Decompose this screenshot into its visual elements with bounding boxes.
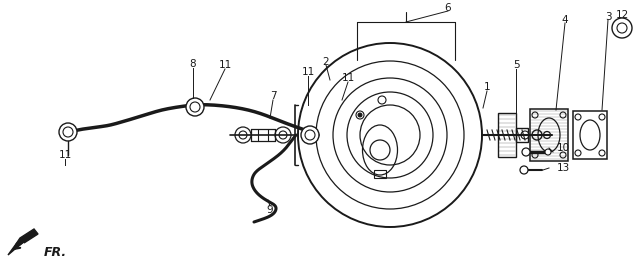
Text: 11: 11: [58, 150, 72, 160]
Text: 11: 11: [218, 60, 232, 70]
Polygon shape: [8, 229, 38, 255]
Text: 9: 9: [267, 205, 273, 215]
Circle shape: [520, 166, 528, 174]
Text: 12: 12: [616, 10, 628, 20]
Circle shape: [522, 148, 530, 156]
Circle shape: [186, 98, 204, 116]
Text: 8: 8: [189, 59, 196, 69]
Text: 13: 13: [556, 163, 570, 173]
Text: FR.: FR.: [44, 246, 67, 258]
Text: 11: 11: [301, 67, 315, 77]
Text: 5: 5: [513, 60, 519, 70]
Circle shape: [59, 123, 77, 141]
Text: 6: 6: [445, 3, 451, 13]
FancyBboxPatch shape: [573, 111, 607, 159]
Text: 10: 10: [556, 143, 570, 153]
Text: 4: 4: [562, 15, 568, 25]
Text: 7: 7: [269, 91, 276, 101]
Text: 3: 3: [605, 12, 611, 22]
Text: 2: 2: [323, 57, 330, 67]
Text: 11: 11: [341, 73, 355, 83]
Circle shape: [545, 149, 551, 155]
Text: 1: 1: [484, 82, 490, 92]
Circle shape: [358, 113, 362, 117]
Circle shape: [301, 126, 319, 144]
